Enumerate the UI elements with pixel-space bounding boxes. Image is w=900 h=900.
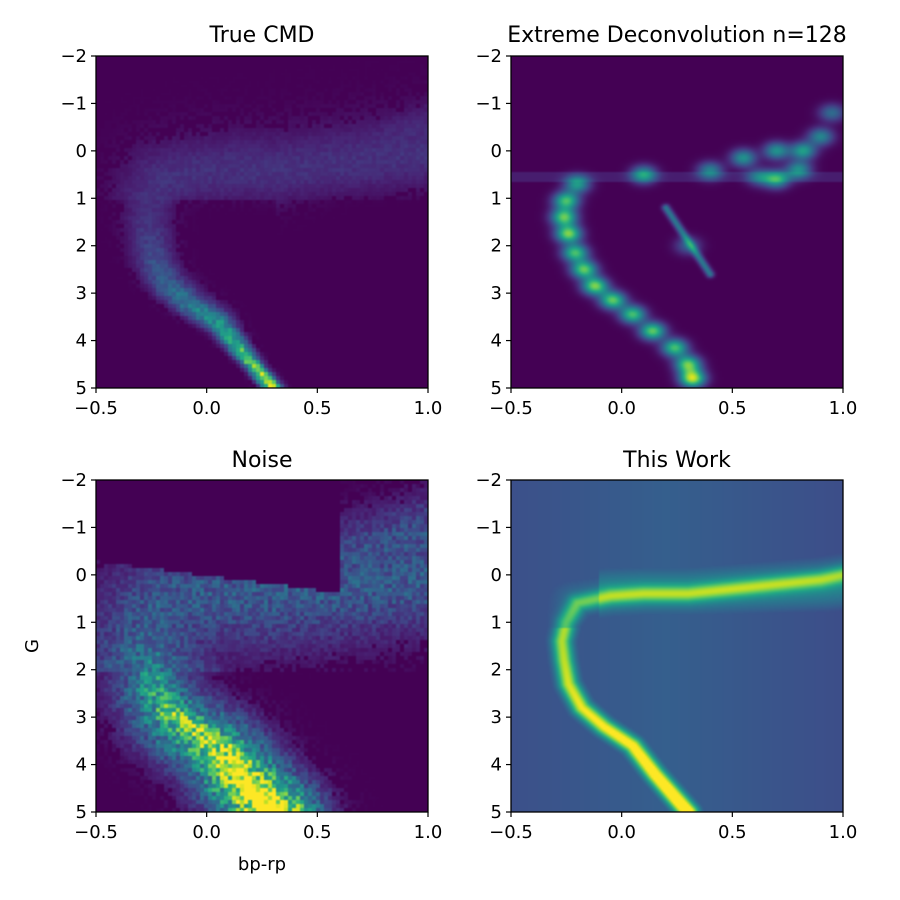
y-tick-label: 3 [491, 283, 502, 304]
panel-title: True CMD [208, 23, 314, 48]
x-tick-label: 1.0 [829, 822, 858, 843]
y-tick-label: −1 [475, 93, 502, 114]
x-tick-label: −0.5 [74, 822, 118, 843]
y-tick-label: 0 [76, 565, 87, 586]
y-tick-label: 5 [491, 802, 502, 823]
x-tick-label: 0.5 [303, 822, 332, 843]
panel-title: This Work [622, 448, 731, 473]
y-tick-label: 0 [491, 141, 502, 162]
y-tick-label: 2 [491, 236, 502, 257]
heatmap-image [96, 480, 428, 812]
y-tick-label: 1 [76, 612, 87, 633]
y-tick-label: −2 [475, 46, 502, 67]
y-tick-label: 3 [76, 283, 87, 304]
x-tick-label: 0.0 [192, 822, 221, 843]
y-tick-label: 1 [491, 188, 502, 209]
y-tick-label: 5 [76, 378, 87, 399]
panel-noise: Noise −0.5 0.0 0.5 1.0 −2 −1 0 1 2 3 4 5 bp-rp G [22, 448, 442, 875]
x-tick-label: −0.5 [489, 398, 533, 419]
x-tick-label: 0.0 [607, 822, 636, 843]
y-tick-label: 2 [76, 660, 87, 681]
y-tick-label: 0 [76, 141, 87, 162]
axes-frame [510, 479, 844, 813]
y-tick-label: 0 [491, 565, 502, 586]
x-tick-label: 0.5 [718, 822, 747, 843]
panel-true-cmd: True CMD −0.5 0.0 0.5 1.0 −2 −1 0 1 2 3 4 5 [60, 23, 442, 419]
panel-title: Extreme Deconvolution n=128 [507, 23, 847, 48]
y-tick-label: −1 [60, 93, 87, 114]
y-tick-label: −2 [475, 470, 502, 491]
y-tick-label: 4 [491, 331, 502, 352]
y-tick-label: 1 [76, 188, 87, 209]
y-tick-label: 2 [491, 660, 502, 681]
heatmap-image [511, 480, 843, 812]
y-tick-label: 2 [76, 236, 87, 257]
x-tick-label: −0.5 [74, 398, 118, 419]
x-tick-label: 0.5 [303, 398, 332, 419]
x-tick-label: 1.0 [829, 398, 858, 419]
y-tick-label: 3 [76, 707, 87, 728]
y-tick-label: 5 [76, 802, 87, 823]
y-tick-label: −2 [60, 470, 87, 491]
axes-frame [510, 55, 844, 389]
y-tick-label: 4 [76, 755, 87, 776]
heatmap-image [96, 56, 428, 388]
axes-frame [95, 55, 429, 389]
y-tick-label: 4 [491, 755, 502, 776]
x-tick-label: 0.0 [607, 398, 636, 419]
y-tick-label: 3 [491, 707, 502, 728]
x-tick-label: 1.0 [414, 822, 443, 843]
y-tick-label: −2 [60, 46, 87, 67]
panel-title: Noise [231, 448, 292, 473]
x-tick-label: −0.5 [489, 822, 533, 843]
panel-this-work: This Work −0.5 0.0 0.5 1.0 −2 −1 0 1 2 3 4 5 [475, 448, 857, 843]
x-tick-label: 0.0 [192, 398, 221, 419]
x-axis-label: bp-rp [238, 854, 286, 875]
y-tick-label: −1 [475, 517, 502, 538]
y-tick-label: 5 [491, 378, 502, 399]
x-tick-label: 1.0 [414, 398, 443, 419]
panel-extreme-deconvolution: Extreme Deconvolution n=128 −0.5 0.0 0.5 1.… [475, 23, 857, 419]
y-tick-label: −1 [60, 517, 87, 538]
x-tick-label: 0.5 [718, 398, 747, 419]
axes-frame [95, 479, 429, 813]
heatmap-image [511, 56, 843, 388]
y-tick-label: 1 [491, 612, 502, 633]
y-axis-label: G [22, 639, 43, 653]
y-tick-label: 4 [76, 331, 87, 352]
